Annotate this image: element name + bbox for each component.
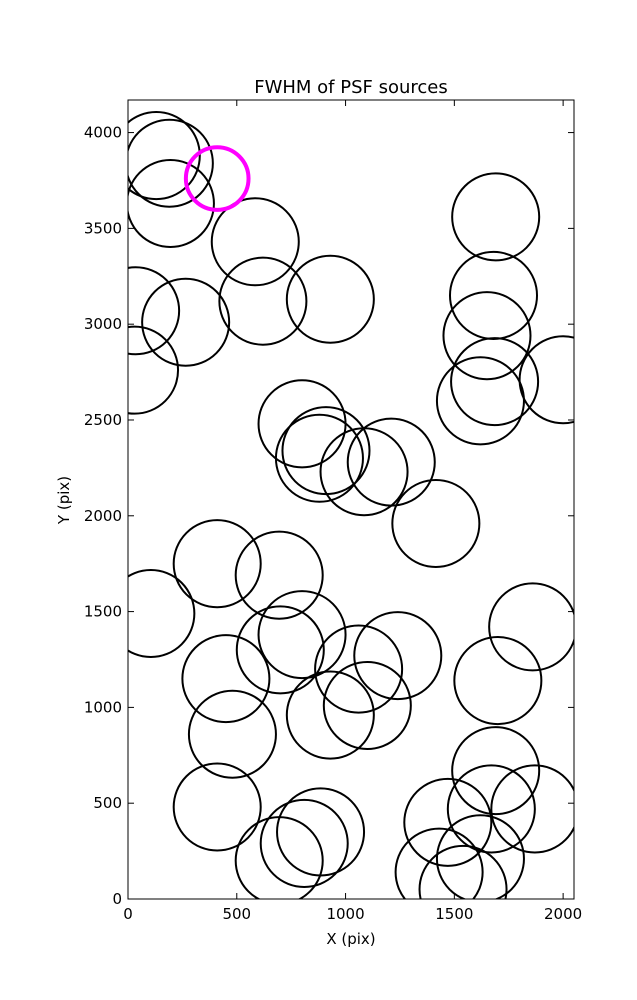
psf-source-marker xyxy=(128,118,214,208)
psf-source-marker xyxy=(187,689,277,779)
psf-source-marker xyxy=(257,379,347,469)
chart-title: FWHM of PSF sources xyxy=(254,77,448,98)
psf-source-marker xyxy=(128,325,180,415)
y-tick-label: 4000 xyxy=(84,124,122,142)
psf-source-marker xyxy=(141,277,231,367)
x-axis: 0 500 1000 1500 2000 xyxy=(123,100,582,923)
psf-source-marker xyxy=(435,814,525,899)
plot-frame xyxy=(127,99,575,900)
x-axis-label: X (pix) xyxy=(326,930,375,948)
psf-source-marker xyxy=(403,777,493,867)
psf-source-marker xyxy=(128,158,215,248)
psf-source-marker xyxy=(488,582,574,672)
psf-source-marker xyxy=(181,634,271,724)
psf-source-marker xyxy=(446,764,536,854)
psf-source-marker xyxy=(234,816,324,899)
psf-source-marker xyxy=(442,291,532,381)
psf-source-marker xyxy=(259,798,349,888)
psf-source-marker xyxy=(346,417,436,507)
y-tick-label: 1000 xyxy=(84,698,122,716)
highlighted-source-marker xyxy=(183,145,251,212)
y-tick-label: 2500 xyxy=(84,411,122,429)
psf-source-marker xyxy=(218,256,308,346)
x-tick-label: 1000 xyxy=(326,905,364,923)
x-tick-label: 500 xyxy=(222,905,251,923)
psf-source-marker xyxy=(285,670,375,760)
psf-source-marker xyxy=(451,172,541,262)
psf-source-marker xyxy=(391,478,481,568)
psf-source-marker xyxy=(235,605,325,695)
y-axis-label: Y (pix) xyxy=(55,476,73,525)
psf-source-marker xyxy=(418,844,508,899)
y-tick-label: 2000 xyxy=(84,507,122,525)
y-axis: 0 500 1000 1500 2000 2500 3000 3500 4000 xyxy=(84,124,574,908)
psf-source-marker xyxy=(448,250,539,340)
markers-layer xyxy=(128,111,574,899)
x-tick-label: 0 xyxy=(123,905,133,923)
y-tick-label: 3500 xyxy=(84,219,122,237)
psf-source-marker xyxy=(128,569,196,659)
psf-source-marker xyxy=(128,266,181,356)
psf-source-marker xyxy=(285,254,375,344)
y-tick-label: 0 xyxy=(112,890,122,908)
psf-source-marker xyxy=(518,335,574,425)
psf-source-marker xyxy=(490,764,574,854)
psf-source-marker xyxy=(234,530,324,620)
y-tick-label: 500 xyxy=(93,794,122,812)
psf-source-marker xyxy=(394,827,484,899)
psf-source-marker xyxy=(322,660,412,750)
psf-source-marker xyxy=(172,762,262,852)
x-tick-label: 2000 xyxy=(544,905,582,923)
psf-source-marker xyxy=(128,111,201,201)
psf-source-marker xyxy=(274,413,364,503)
psf-source-marker xyxy=(353,611,443,701)
psf-source-marker xyxy=(210,197,300,287)
y-tick-label: 3000 xyxy=(84,315,122,333)
psf-source-marker xyxy=(172,519,262,609)
psf-source-marker xyxy=(314,624,404,714)
psf-source-marker xyxy=(257,590,347,680)
psf-source-marker xyxy=(435,356,525,446)
x-tick-label: 1500 xyxy=(435,905,473,923)
psf-source-marker xyxy=(451,726,541,816)
y-tick-label: 1500 xyxy=(84,603,122,621)
psf-source-marker xyxy=(453,636,543,726)
psf-source-marker xyxy=(450,337,540,427)
